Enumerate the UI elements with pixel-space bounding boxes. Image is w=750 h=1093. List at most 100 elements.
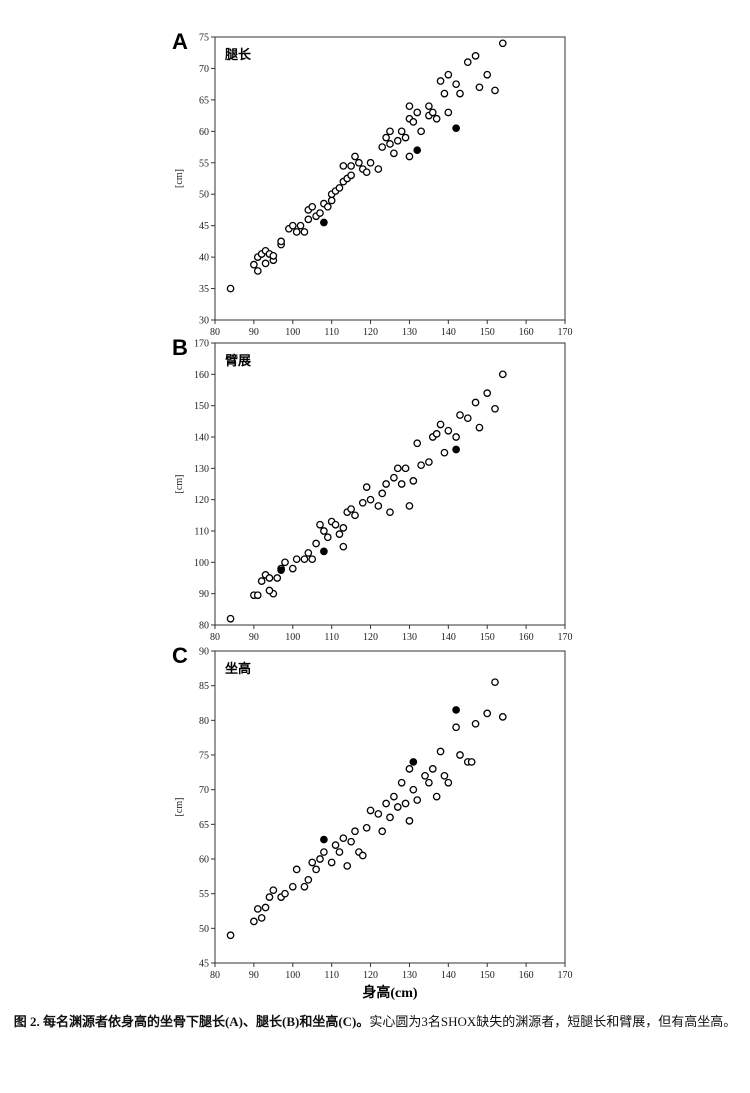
data-point — [390, 792, 398, 801]
y-axis-label: [cm] — [174, 169, 185, 188]
data-point — [362, 483, 371, 491]
x-tick-label: 130 — [402, 632, 417, 643]
data-point — [440, 771, 449, 780]
data-point — [304, 549, 313, 557]
data-point — [265, 574, 274, 582]
data-point — [292, 228, 301, 236]
data-point — [428, 108, 437, 117]
data-point — [386, 140, 394, 148]
data-point — [250, 260, 258, 269]
y-tick-label: 75 — [199, 751, 209, 762]
x-tick-label: 90 — [249, 970, 259, 981]
data-point — [261, 903, 270, 912]
data-point — [452, 433, 460, 441]
data-point — [471, 719, 480, 728]
y-tick-label: 35 — [199, 284, 209, 295]
data-point — [432, 430, 441, 438]
y-tick-label: 120 — [194, 495, 209, 506]
data-point — [498, 713, 507, 721]
data-point — [331, 841, 340, 849]
y-tick-label: 45 — [199, 221, 209, 232]
caption: 图 2. 每名渊源者依身高的坐骨下腿长(A)、腿长(B)和坐高(C)。实心圆为3… — [10, 1010, 740, 1033]
data-point — [393, 136, 402, 145]
data-point — [382, 799, 390, 808]
data-point — [491, 404, 499, 413]
data-point — [281, 889, 289, 898]
data-point — [393, 803, 402, 811]
y-tick-label: 50 — [199, 924, 209, 935]
data-point — [308, 858, 317, 867]
data-point — [440, 448, 449, 457]
y-tick-label: 160 — [194, 370, 209, 381]
y-tick-label: 40 — [199, 253, 209, 264]
data-point — [327, 858, 336, 867]
data-point — [335, 184, 344, 192]
data-point — [335, 848, 344, 856]
data-point — [401, 464, 410, 473]
data-point — [292, 555, 301, 564]
x-tick-label: 130 — [402, 327, 417, 338]
data-point — [382, 480, 390, 488]
data-point — [347, 505, 355, 513]
x-tick-label: 120 — [363, 327, 378, 338]
data-point — [425, 102, 433, 111]
y-tick-label: 60 — [199, 855, 209, 866]
data-point — [355, 158, 363, 167]
data-point — [483, 389, 492, 397]
data-point — [405, 152, 414, 161]
data-point — [288, 564, 297, 573]
data-point — [471, 398, 480, 407]
y-tick-label: 90 — [199, 589, 209, 600]
figure: 80 90 100 110 120 130 140 150 160 170303540455055… — [172, 29, 573, 1001]
data-point — [374, 810, 383, 818]
x-tick-label: 160 — [519, 970, 534, 981]
panel-letter: B — [172, 335, 188, 360]
data-point — [436, 420, 445, 429]
data-point — [323, 202, 332, 211]
data-point — [312, 865, 320, 874]
data-point — [358, 851, 367, 860]
y-tick-label: 80 — [199, 716, 209, 727]
data-point — [425, 778, 433, 787]
data-point — [378, 143, 387, 151]
panel-label: 腿长 — [225, 47, 252, 62]
data-point — [300, 882, 309, 891]
data-point — [351, 511, 359, 520]
data-point — [413, 796, 422, 804]
y-tick-label: 50 — [199, 190, 209, 201]
data-point — [308, 202, 317, 211]
data-point — [405, 102, 414, 111]
data-point — [253, 591, 262, 600]
data-point — [401, 799, 410, 808]
data-point — [409, 758, 418, 766]
data-point — [483, 709, 492, 718]
data-point — [253, 905, 262, 913]
data-point — [386, 813, 394, 822]
data-point — [374, 165, 383, 173]
data-point — [409, 118, 418, 126]
data-point — [269, 886, 278, 895]
data-point — [362, 823, 371, 832]
y-axis-label: [cm] — [174, 475, 185, 494]
data-point — [444, 778, 453, 787]
data-point — [292, 865, 301, 874]
data-point — [440, 89, 449, 98]
y-tick-label: 150 — [194, 401, 209, 412]
y-tick-label: 60 — [199, 127, 209, 138]
data-point — [413, 146, 422, 155]
x-tick-label: 80 — [210, 632, 220, 643]
data-point — [491, 678, 499, 687]
data-point — [390, 149, 398, 158]
x-tick-label: 140 — [441, 970, 456, 981]
data-point — [335, 530, 344, 538]
panel-label: 臂展 — [225, 353, 252, 368]
data-point — [432, 114, 441, 123]
data-point — [300, 228, 309, 236]
data-point — [393, 464, 402, 473]
x-tick-label: 140 — [441, 327, 456, 338]
data-point — [269, 252, 278, 260]
y-tick-label: 70 — [199, 785, 209, 796]
data-point — [386, 127, 394, 136]
x-tick-label: 90 — [249, 632, 259, 643]
